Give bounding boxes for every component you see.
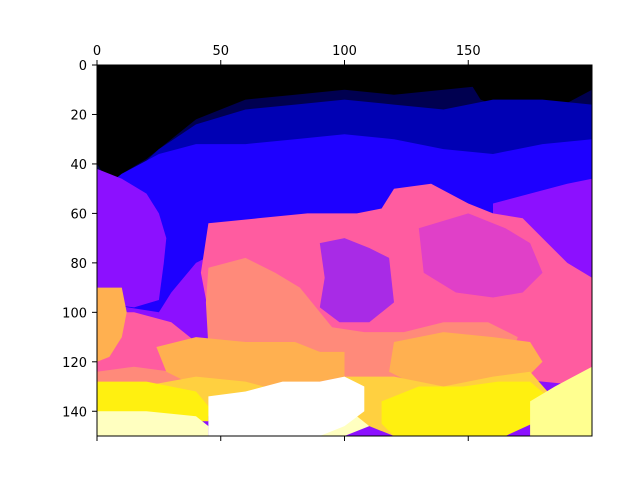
heatmap-region-pale_yellow <box>530 366 592 436</box>
y-axis-left: 0 20 40 60 80 100 120 140 <box>62 59 97 420</box>
y-tick-label: 0 <box>79 59 87 74</box>
x-tick-label: 150 <box>456 44 481 59</box>
y-tick-label: 60 <box>70 207 87 222</box>
y-tick-label: 100 <box>62 306 87 321</box>
x-tick-label: 0 <box>93 44 101 59</box>
heatmap-region-orange <box>97 287 127 362</box>
x-tick-label: 100 <box>332 44 357 59</box>
y-tick-label: 140 <box>62 405 87 420</box>
heatmap-region-magenta <box>418 213 543 298</box>
heatmap-region-black <box>97 65 592 184</box>
y-tick-label: 20 <box>70 108 87 123</box>
x-axis-top: 0 50 100 150 <box>93 44 481 441</box>
y-tick-label: 40 <box>70 158 87 173</box>
heatmap-region-violet <box>97 168 167 308</box>
heatmap-region-yellow <box>381 381 548 436</box>
heatmap-region-white <box>208 376 365 436</box>
heatmap-region-purple <box>319 238 394 323</box>
x-tick-label: 50 <box>212 44 229 59</box>
y-tick-label: 120 <box>62 356 87 371</box>
heatmap-region-cream <box>97 411 209 436</box>
heatmap-image <box>97 65 592 436</box>
y-tick-label: 80 <box>70 257 87 272</box>
